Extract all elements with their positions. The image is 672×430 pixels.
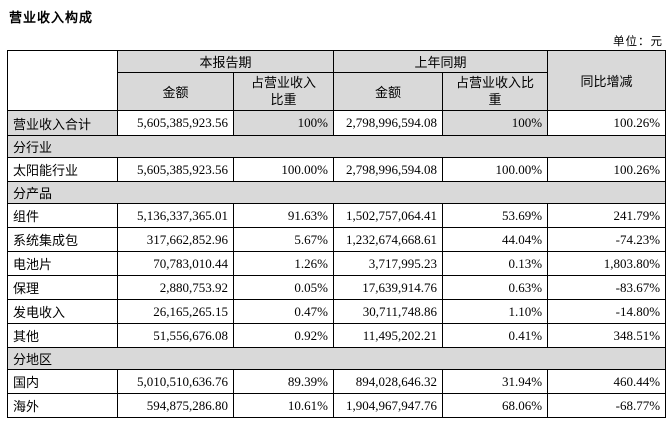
unit-label: 单位：元 xyxy=(613,36,663,48)
amount-prior-cell: 11,495,202.21 xyxy=(333,323,444,348)
header-ratio-current: 占营业收入 比重 xyxy=(232,72,335,111)
section-row: 分行业 xyxy=(6,135,667,158)
amount-current-cell: 51,556,676.08 xyxy=(117,323,234,348)
row-label: 海外 xyxy=(7,393,118,418)
yoy-change-cell: 100.26% xyxy=(547,157,667,182)
amount-current-cell: 26,165,265.15 xyxy=(117,299,234,324)
ratio-current-cell: 1.26% xyxy=(232,251,335,276)
amount-prior-cell: 17,639,914.76 xyxy=(333,275,444,300)
ratio-prior-cell: 0.63% xyxy=(442,275,549,300)
row-label: 电池片 xyxy=(7,251,118,276)
yoy-change-cell: -74.23% xyxy=(547,227,667,252)
table-row: 组件 5,136,337,365.01 91.63% 1,502,757,064.41… xyxy=(7,203,667,228)
ratio-current-cell: 100.00% xyxy=(232,157,335,182)
table-row: 发电收入 26,165,265.15 0.47% 30,711,748.86 1.10%… xyxy=(7,299,667,324)
row-label: 其他 xyxy=(7,323,118,348)
amount-prior-cell: 1,904,967,947.76 xyxy=(333,393,444,418)
revenue-composition-table: 本报告期 上年同期 同比增减 金额 占营业收入 比重 金额 占营业收入比 重 营… xyxy=(6,50,667,418)
ratio-prior-cell: 100.00% xyxy=(442,157,549,182)
ratio-current-cell: 5.67% xyxy=(232,227,335,252)
header-row-periods: 本报告期 上年同期 同比增减 xyxy=(7,50,667,111)
table-row: 营业收入合计 5,605,385,923.56 100% 2,798,996,594.… xyxy=(7,110,667,136)
section-label: 分行业 xyxy=(6,135,667,158)
amount-current-cell: 5,010,510,636.76 xyxy=(117,369,234,394)
amount-prior-cell: 1,232,674,668.61 xyxy=(333,227,444,252)
table-row: 电池片 70,783,010.44 1.26% 3,717,995.23 0.13% 1,… xyxy=(7,251,667,276)
ratio-prior-cell: 53.69% xyxy=(442,203,549,228)
amount-prior-cell: 2,798,996,594.08 xyxy=(333,157,444,182)
ratio-current-cell: 0.47% xyxy=(232,299,335,324)
yoy-change-cell: -68.77% xyxy=(547,393,667,418)
section-row: 分产品 xyxy=(6,181,667,204)
yoy-change-cell: -14.80% xyxy=(547,299,667,324)
header-prior-period: 上年同期 xyxy=(333,50,549,73)
row-label: 系统集成包 xyxy=(7,227,118,252)
amount-prior-cell: 3,717,995.23 xyxy=(333,251,444,276)
yoy-change-cell: 348.51% xyxy=(547,323,667,348)
page-title: 营业收入构成 xyxy=(9,10,94,25)
section-row: 分地区 xyxy=(6,347,667,370)
row-label: 国内 xyxy=(7,369,118,394)
header-row-measures: 金额 占营业收入 比重 金额 占营业收入比 重 xyxy=(8,72,666,111)
yoy-change-cell: 460.44% xyxy=(547,369,667,394)
ratio-current-cell: 10.61% xyxy=(232,393,335,418)
table-row: 太阳能行业 5,605,385,923.56 100.00% 2,798,996,59… xyxy=(7,157,667,182)
amount-current-cell: 5,136,337,365.01 xyxy=(117,203,234,228)
header-yoy-change: 同比增减 xyxy=(547,50,667,111)
table-row: 其他 51,556,676.08 0.92% 11,495,202.21 0.41% 34… xyxy=(7,323,667,348)
amount-current-cell: 5,605,385,923.56 xyxy=(117,110,234,136)
ratio-prior-cell: 0.13% xyxy=(442,251,549,276)
ratio-current-cell: 0.05% xyxy=(232,275,335,300)
ratio-prior-cell: 1.10% xyxy=(442,299,549,324)
amount-prior-cell: 894,028,646.32 xyxy=(333,369,444,394)
corner-cell xyxy=(7,50,118,111)
amount-current-cell: 2,880,753.92 xyxy=(117,275,234,300)
row-label: 组件 xyxy=(7,203,118,228)
row-label: 营业收入合计 xyxy=(7,110,118,136)
yoy-change-cell: 1,803.80% xyxy=(547,251,667,276)
ratio-current-cell: 91.63% xyxy=(232,203,335,228)
table-row: 海外 594,875,286.80 10.61% 1,904,967,947.76 68… xyxy=(7,393,667,418)
amount-prior-cell: 30,711,748.86 xyxy=(333,299,444,324)
ratio-current-cell: 0.92% xyxy=(232,323,335,348)
ratio-prior-cell: 44.04% xyxy=(442,227,549,252)
row-label: 保理 xyxy=(7,275,118,300)
amount-current-cell: 594,875,286.80 xyxy=(117,393,234,418)
ratio-prior-cell: 31.94% xyxy=(442,369,549,394)
table-row: 国内 5,010,510,636.76 89.39% 894,028,646.32 31… xyxy=(7,369,667,394)
row-label: 发电收入 xyxy=(7,299,118,324)
amount-prior-cell: 1,502,757,064.41 xyxy=(333,203,444,228)
header-amount-prior: 金额 xyxy=(333,72,444,111)
ratio-prior-cell: 100% xyxy=(442,110,549,136)
amount-current-cell: 5,605,385,923.56 xyxy=(117,157,234,182)
amount-current-cell: 317,662,852.96 xyxy=(117,227,234,252)
header-amount-current: 金额 xyxy=(117,72,234,111)
ratio-current-cell: 89.39% xyxy=(232,369,335,394)
header-current-period: 本报告期 xyxy=(116,50,335,73)
yoy-change-cell: 100.26% xyxy=(547,110,667,136)
table-row: 系统集成包 317,662,852.96 5.67% 1,232,674,668.61… xyxy=(7,227,667,252)
ratio-current-cell: 100% xyxy=(232,110,335,136)
row-label: 太阳能行业 xyxy=(7,157,118,182)
ratio-prior-cell: 68.06% xyxy=(442,393,549,418)
table-row: 保理 2,880,753.92 0.05% 17,639,914.76 0.63% -83… xyxy=(7,275,667,300)
amount-current-cell: 70,783,010.44 xyxy=(117,251,234,276)
table-body: 营业收入合计 5,605,385,923.56 100% 2,798,996,594.… xyxy=(6,110,667,418)
section-label: 分产品 xyxy=(6,181,667,204)
yoy-change-cell: -83.67% xyxy=(547,275,667,300)
amount-prior-cell: 2,798,996,594.08 xyxy=(333,110,444,136)
section-label: 分地区 xyxy=(6,347,667,370)
yoy-change-cell: 241.79% xyxy=(547,203,667,228)
ratio-prior-cell: 0.41% xyxy=(442,323,549,348)
header-ratio-prior: 占营业收入比 重 xyxy=(442,72,549,111)
